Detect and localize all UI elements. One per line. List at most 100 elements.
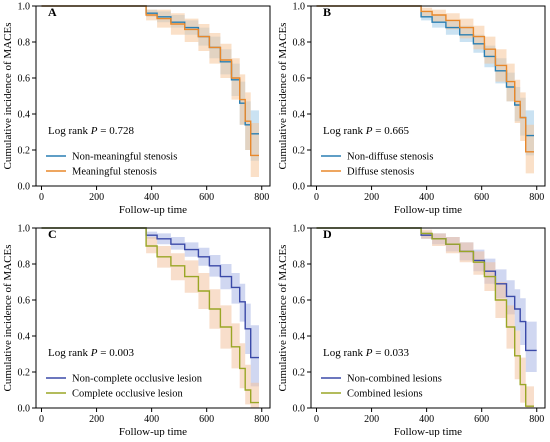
y-tick-label: 0.6 bbox=[293, 74, 306, 85]
panel-letter: A bbox=[48, 5, 57, 19]
y-tick-label: 0.0 bbox=[18, 182, 31, 193]
log-rank-label: Log rank bbox=[48, 125, 91, 137]
y-axis-label: Cumulative incidence of MACEs bbox=[277, 245, 289, 392]
x-tick-label: 0 bbox=[314, 414, 319, 425]
y-tick-label: 0.2 bbox=[18, 146, 31, 157]
panel-c: 0 200 400 600 800 0.0 0.2 0.4 0.6 0.8 1.0 Follow-up… bbox=[2, 224, 271, 438]
plot-frame bbox=[35, 227, 271, 409]
x-tick-label: 200 bbox=[364, 192, 379, 203]
y-tick-label: 0.0 bbox=[293, 404, 306, 415]
log-rank-label: Log rank bbox=[48, 347, 91, 359]
series-line-2 bbox=[316, 227, 534, 407]
legend-label-1: Non-diffuse stenosis bbox=[347, 152, 433, 163]
p-value: = 0.003 bbox=[98, 347, 135, 359]
y-tick-label: 0.6 bbox=[18, 74, 31, 85]
y-tick-label: 0.4 bbox=[18, 332, 31, 343]
y-tick-label: 0.8 bbox=[293, 260, 306, 271]
x-axis-label: Follow-up time bbox=[394, 204, 462, 216]
x-tick-label: 200 bbox=[89, 414, 104, 425]
log-rank-label: Log rank bbox=[323, 347, 366, 359]
y-tick-label: 0.4 bbox=[293, 332, 306, 343]
ci-band-2 bbox=[316, 6, 534, 174]
y-tick-label: 0.8 bbox=[18, 260, 31, 271]
panel-letter: C bbox=[48, 227, 57, 241]
panel-b: 0 200 400 600 800 0.0 0.2 0.4 0.6 0.8 1.0 Follow-up… bbox=[277, 2, 546, 216]
p-value: = 0.665 bbox=[373, 125, 410, 137]
p-symbol: P bbox=[90, 125, 98, 137]
legend-label-1: Non-complete occlusive lesion bbox=[72, 374, 203, 385]
p-symbol: P bbox=[365, 125, 373, 137]
x-tick-label: 800 bbox=[254, 192, 269, 203]
x-tick-label: 200 bbox=[364, 414, 379, 425]
x-tick-label: 600 bbox=[199, 192, 214, 203]
ci-band-2 bbox=[41, 6, 259, 177]
x-axis-label: Follow-up time bbox=[119, 204, 187, 216]
y-tick-label: 0.4 bbox=[18, 110, 31, 121]
series-line-2 bbox=[316, 5, 534, 153]
x-tick-label: 0 bbox=[39, 414, 44, 425]
panel-letter: D bbox=[323, 227, 332, 241]
p-value: = 0.728 bbox=[98, 125, 135, 137]
x-axis-label: Follow-up time bbox=[394, 426, 462, 437]
x-tick-label: 0 bbox=[314, 192, 319, 203]
log-rank-annotation: Log rank P = 0.003 bbox=[48, 347, 134, 359]
x-tick-label: 400 bbox=[419, 414, 434, 425]
x-tick-label: 0 bbox=[39, 192, 44, 203]
y-axis-label: Cumulative incidence of MACEs bbox=[277, 23, 289, 170]
log-rank-label: Log rank bbox=[323, 125, 366, 137]
y-tick-label: 0.2 bbox=[18, 368, 31, 379]
legend-label-2: Complete occlusive lesion bbox=[72, 389, 184, 400]
x-tick-label: 400 bbox=[144, 414, 159, 425]
y-axis-label: Cumulative incidence of MACEs bbox=[2, 23, 14, 170]
y-tick-label: 1.0 bbox=[18, 224, 31, 235]
x-tick-label: 800 bbox=[529, 192, 544, 203]
plot-frame bbox=[310, 227, 546, 409]
y-tick-label: 1.0 bbox=[18, 2, 31, 13]
panel-a: 0 200 400 600 800 0.0 0.2 0.4 0.6 0.8 1.0 Follow-up… bbox=[2, 2, 271, 216]
y-tick-label: 0.6 bbox=[18, 296, 31, 307]
log-rank-annotation: Log rank P = 0.033 bbox=[323, 347, 409, 359]
p-symbol: P bbox=[90, 347, 98, 359]
series-line-1 bbox=[316, 5, 534, 137]
p-value: = 0.033 bbox=[373, 347, 410, 359]
legend-label-2: Diffuse stenosis bbox=[347, 167, 414, 178]
legend-label-1: Non-combined lesions bbox=[347, 374, 442, 385]
legend-label-1: Non-meaningful stenosis bbox=[72, 152, 177, 163]
x-tick-label: 800 bbox=[529, 414, 544, 425]
ci-band-1 bbox=[41, 6, 259, 161]
x-tick-label: 800 bbox=[254, 414, 269, 425]
x-tick-label: 600 bbox=[474, 192, 489, 203]
y-tick-label: 0.4 bbox=[293, 110, 306, 121]
x-tick-label: 400 bbox=[419, 192, 434, 203]
series-line-2 bbox=[41, 5, 259, 157]
y-tick-label: 0.2 bbox=[293, 146, 306, 157]
ci-band-2 bbox=[41, 228, 259, 408]
y-tick-label: 1.0 bbox=[293, 2, 306, 13]
y-axis-label: Cumulative incidence of MACEs bbox=[2, 245, 14, 392]
log-rank-annotation: Log rank P = 0.728 bbox=[48, 125, 134, 137]
y-tick-label: 0.0 bbox=[18, 404, 31, 415]
plot-frame bbox=[310, 5, 546, 187]
series-line-2 bbox=[41, 227, 259, 404]
y-tick-label: 0.8 bbox=[293, 38, 306, 49]
x-tick-label: 600 bbox=[199, 414, 214, 425]
log-rank-annotation: Log rank P = 0.665 bbox=[323, 125, 409, 137]
x-tick-label: 200 bbox=[89, 192, 104, 203]
x-axis-label: Follow-up time bbox=[119, 426, 187, 437]
x-tick-label: 600 bbox=[474, 414, 489, 425]
y-tick-label: 0.8 bbox=[18, 38, 31, 49]
legend-label-2: Combined lesions bbox=[347, 389, 423, 400]
panel-letter: B bbox=[323, 5, 331, 19]
p-symbol: P bbox=[365, 347, 373, 359]
ci-band-2 bbox=[316, 228, 534, 408]
y-tick-label: 0.6 bbox=[293, 296, 306, 307]
legend-label-2: Meaningful stenosis bbox=[72, 167, 157, 178]
plot-frame bbox=[35, 5, 271, 187]
y-tick-label: 0.2 bbox=[293, 368, 306, 379]
y-tick-label: 1.0 bbox=[293, 224, 306, 235]
series-line-1 bbox=[41, 227, 259, 359]
x-tick-label: 400 bbox=[144, 192, 159, 203]
y-tick-label: 0.0 bbox=[293, 182, 306, 193]
